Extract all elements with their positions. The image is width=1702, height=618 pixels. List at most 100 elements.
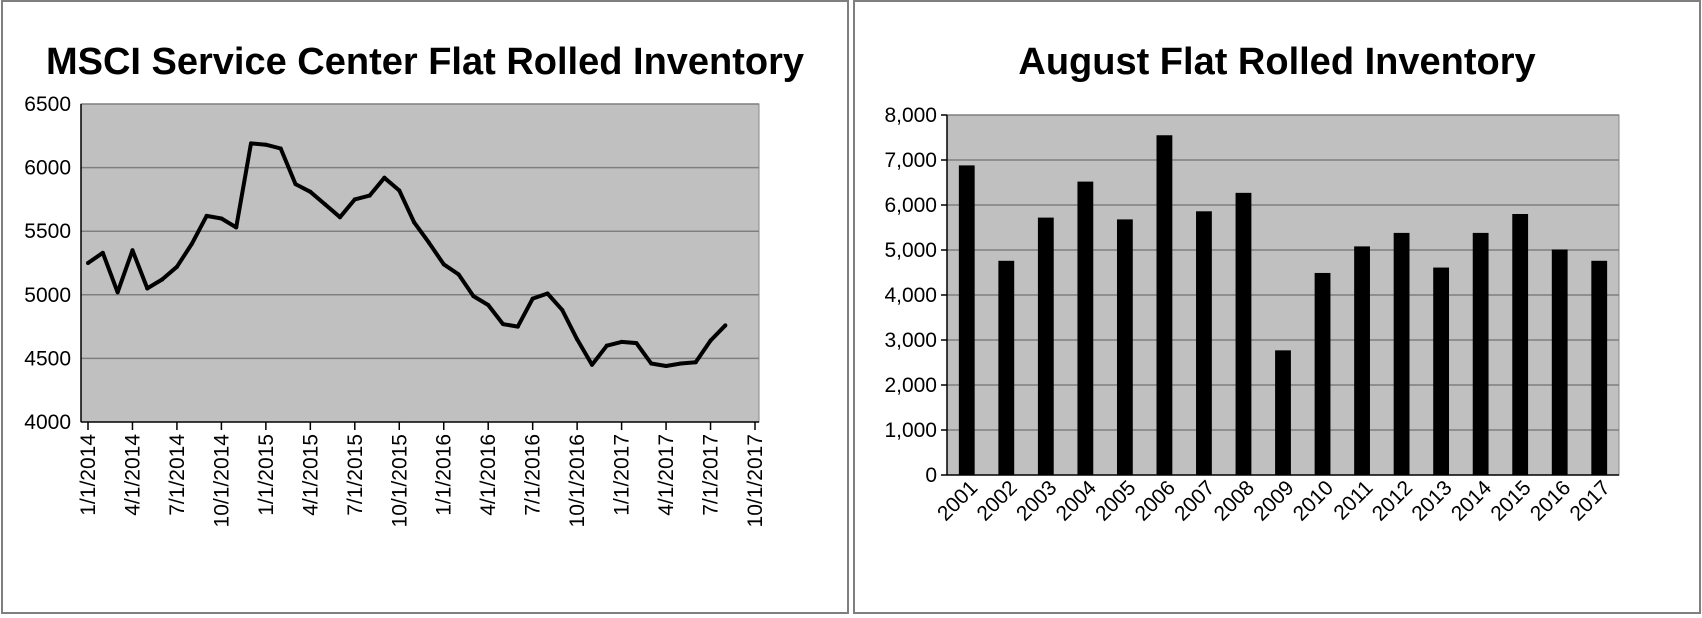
data-point (278, 146, 283, 151)
bar-chart-panel: August Flat Rolled Inventory 8,000 7,000 6… (853, 0, 1701, 614)
data-point (86, 261, 90, 265)
bar (1354, 246, 1370, 475)
data-point (515, 324, 520, 329)
data-point (619, 339, 624, 344)
y-tick-label: 7,000 (884, 149, 937, 172)
data-point (174, 264, 179, 269)
y-tick-label: 5500 (24, 220, 71, 243)
plot-background (80, 103, 760, 423)
data-point (189, 241, 194, 246)
data-point (501, 322, 506, 327)
bar (1551, 249, 1568, 475)
y-tick-label: 5000 (24, 284, 71, 307)
data-point (219, 216, 224, 221)
data-point (486, 302, 491, 307)
bar (1235, 192, 1252, 475)
data-point (160, 277, 165, 282)
x-tick-label: 4/1/2014 (121, 434, 144, 516)
bar (1156, 135, 1173, 475)
x-tick-label: 2012 (1368, 476, 1417, 525)
bar (1116, 219, 1133, 475)
y-tick-label: 6500 (24, 93, 71, 116)
data-point (397, 188, 402, 193)
data-point (426, 240, 431, 245)
x-tick-label: 1/1/2014 (77, 434, 100, 516)
line-chart-title: MSCI Service Center Flat Rolled Inventor… (46, 41, 804, 83)
data-point (708, 338, 713, 343)
data-point (382, 175, 387, 180)
bar-chart-title: August Flat Rolled Inventory (1018, 41, 1535, 83)
y-tick-label: 4000 (24, 411, 71, 434)
x-tick-label: 1/1/2016 (433, 434, 456, 516)
x-tick-label: 7/1/2015 (344, 434, 367, 516)
data-point (100, 250, 105, 255)
x-tick-label: 2016 (1526, 476, 1575, 525)
data-point (323, 202, 328, 207)
x-tick-label: 2003 (1012, 476, 1061, 525)
x-tick-label: 7/1/2017 (700, 434, 723, 516)
bar (1314, 272, 1331, 475)
bar (1433, 267, 1450, 475)
y-tick-label: 4,000 (884, 284, 937, 307)
y-tick-label: 8,000 (884, 104, 937, 127)
y-tick-label: 6000 (24, 157, 71, 180)
x-tick-label: 2009 (1249, 476, 1298, 525)
bar (1077, 181, 1094, 475)
data-point (545, 291, 550, 296)
x-tick-label: 7/1/2014 (166, 434, 189, 516)
y-tick-label: 4500 (24, 347, 71, 370)
x-tick-label: 10/1/2014 (210, 434, 233, 528)
bar-chart-plot-area: 8,000 7,000 6,000 5,000 4,000 3,000 2,000 1,000… (884, 104, 1620, 526)
bar (998, 260, 1015, 475)
x-tick-label: 2014 (1447, 476, 1497, 526)
data-point (352, 197, 357, 202)
x-tick-label: 4/1/2017 (655, 434, 678, 516)
data-point (412, 220, 417, 225)
data-point (575, 337, 580, 342)
x-tick-label: 10/1/2016 (566, 434, 589, 527)
data-point (589, 362, 594, 367)
x-tick-label: 10/1/2017 (744, 434, 767, 527)
x-tick-label: 2013 (1407, 476, 1456, 525)
bar (1393, 232, 1410, 475)
bar (1472, 232, 1489, 475)
data-point (530, 296, 535, 301)
series-line (86, 141, 727, 368)
line-chart-panel: MSCI Service Center Flat Rolled Inventor… (1, 0, 849, 614)
bar (1275, 350, 1291, 475)
y-tick-label: 0 (925, 464, 937, 487)
x-tick-label: 1/1/2015 (255, 434, 278, 516)
y-tick-label: 3,000 (884, 329, 937, 352)
data-point (604, 343, 609, 348)
x-tick-label: 2006 (1131, 476, 1180, 525)
data-point (249, 141, 254, 146)
data-point (337, 215, 342, 220)
data-point (471, 294, 476, 299)
bar (1512, 214, 1529, 475)
bar (958, 165, 975, 475)
x-tick-label: 2010 (1289, 476, 1338, 525)
data-point (293, 182, 298, 187)
data-point (234, 225, 239, 230)
x-tick-label: 2008 (1210, 476, 1259, 525)
x-tick-label: 4/1/2015 (299, 434, 322, 516)
data-point (308, 189, 313, 194)
bar-chart: August Flat Rolled Inventory 8,000 7,000 6… (884, 41, 1620, 526)
x-tick-label: 2017 (1565, 476, 1614, 525)
data-point (634, 341, 639, 346)
x-tick-label: 4/1/2016 (477, 434, 500, 516)
x-tick-label: 10/1/2015 (388, 434, 411, 527)
bar (1196, 211, 1212, 476)
data-point (367, 193, 372, 198)
data-point (441, 262, 446, 267)
data-point (693, 360, 698, 365)
x-tick-label: 2011 (1329, 476, 1377, 524)
data-point (204, 213, 209, 218)
x-tick-label: 2002 (973, 476, 1022, 525)
data-point (130, 248, 135, 253)
x-tick-label: 2004 (1052, 476, 1102, 526)
x-tick-label: 2005 (1091, 476, 1140, 525)
x-tick-label: 2007 (1170, 476, 1219, 525)
y-tick-label: 1,000 (884, 419, 937, 442)
data-point (664, 364, 669, 369)
